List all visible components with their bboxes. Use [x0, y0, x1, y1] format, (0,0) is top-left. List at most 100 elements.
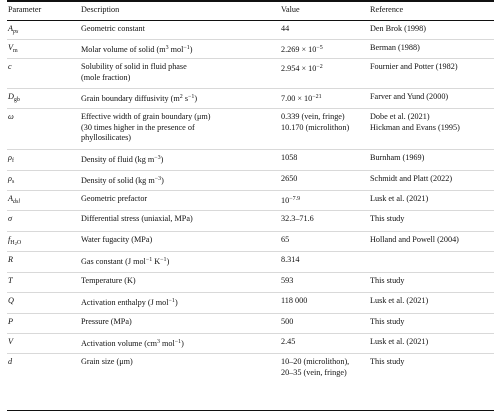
- table-header-rule: [7, 20, 494, 21]
- table-row: R Gas constant (J mol−1 K−1) 8.314: [7, 252, 494, 273]
- row-divider: [7, 108, 494, 109]
- param-symbol: P: [8, 317, 14, 326]
- param-symbol: d: [8, 357, 13, 366]
- row-divider: [7, 210, 494, 211]
- header-reference: Reference: [370, 5, 404, 14]
- param-reference: Burnham (1969): [370, 153, 425, 162]
- row-divider: [7, 292, 494, 293]
- param-symbol: ρf: [8, 153, 14, 164]
- param-symbol: R: [8, 255, 14, 264]
- param-reference: Lusk et al. (2021): [370, 194, 429, 203]
- table-row: c Solubility of solid in fluid phase (mol…: [7, 59, 494, 89]
- param-value: 1058: [281, 153, 298, 162]
- param-description: Density of solid (kg m−3): [81, 176, 164, 185]
- table-row: d Grain size (μm) 10–20 (microlithon), 20…: [7, 354, 494, 410]
- param-description: Grain boundary diffusivity (m2 s−1): [81, 94, 198, 103]
- param-description: Geometric prefactor: [81, 194, 148, 203]
- header-value: Value: [281, 5, 300, 14]
- row-divider: [7, 58, 494, 59]
- param-symbol: V: [8, 337, 14, 346]
- param-description: Differential stress (uniaxial, MPa): [81, 214, 193, 223]
- table-row: T Temperature (K) 593 This study: [7, 273, 494, 293]
- param-reference: Fournier and Potter (1982): [370, 62, 458, 71]
- table-row: Adsl Geometric prefactor 10−7.9 Lusk et …: [7, 191, 494, 211]
- param-reference: Dobe et al. (2021) Hickman and Evans (199…: [370, 112, 460, 132]
- param-value: 2.954 × 10−2: [281, 64, 323, 73]
- row-divider: [7, 251, 494, 252]
- param-value: 44: [281, 24, 290, 33]
- table-row: ρf Density of fluid (kg m−3) 1058 Burnha…: [7, 150, 494, 171]
- param-value: 118 000: [281, 296, 308, 305]
- param-description: Gas constant (J mol−1 K−1): [81, 257, 170, 266]
- table-row: ρs Density of solid (kg m−3) 2650 Schmid…: [7, 171, 494, 191]
- table-row: Vm Molar volume of solid (m3 mol−1) 2.26…: [7, 40, 494, 59]
- param-description: Pressure (MPa): [81, 317, 132, 326]
- table-row: ω Effective width of grain boundary (μm)…: [7, 109, 494, 150]
- param-value: 65: [281, 235, 290, 244]
- param-reference: This study: [370, 357, 405, 366]
- param-symbol: ρs: [8, 174, 15, 185]
- param-reference: Schmidt and Platt (2022): [370, 174, 453, 183]
- param-symbol: Q: [8, 296, 14, 305]
- row-divider: [7, 190, 494, 191]
- param-description: Activation enthalpy (J mol−1): [81, 298, 178, 307]
- param-description: Density of fluid (kg m−3): [81, 155, 164, 164]
- row-divider: [7, 272, 494, 273]
- table-row: Aps Geometric constant 44 Den Brok (1998…: [7, 21, 494, 40]
- table-bottom-rule: [7, 409, 494, 411]
- param-reference: Holland and Powell (2004): [370, 235, 459, 244]
- header-description: Description: [81, 5, 120, 14]
- row-divider: [7, 313, 494, 314]
- row-divider: [7, 170, 494, 171]
- param-symbol: T: [8, 276, 13, 285]
- param-symbol: ω: [8, 112, 14, 121]
- param-reference: Farver and Yund (2000): [370, 92, 449, 101]
- param-description: Effective width of grain boundary (μm) (3…: [81, 112, 211, 142]
- param-symbol: Adsl: [8, 194, 21, 205]
- table-row: Q Activation enthalpy (J mol−1) 118 000 …: [7, 293, 494, 314]
- param-description: Activation volume (cm3 mol−1): [81, 339, 184, 348]
- table-row: P Pressure (MPa) 500 This study: [7, 314, 494, 334]
- param-description: Temperature (K): [81, 276, 136, 285]
- param-value: 593: [281, 276, 294, 285]
- param-description: Geometric constant: [81, 24, 145, 33]
- param-symbol: Aps: [8, 24, 19, 35]
- row-divider: [7, 149, 494, 150]
- param-value: 7.00 × 10−21: [281, 94, 322, 103]
- param-value: 8.314: [281, 255, 300, 264]
- param-description: Molar volume of solid (m3 mol−1): [81, 45, 193, 54]
- table-top-rule: [7, 0, 494, 2]
- param-reference: This study: [370, 317, 405, 326]
- param-description: Solubility of solid in fluid phase (mole …: [81, 62, 187, 82]
- table-header-row: Parameter Description Value Reference: [7, 0, 494, 21]
- param-symbol: Dgb: [8, 92, 20, 103]
- param-symbol: fH2O: [8, 235, 22, 246]
- param-value: 10–20 (microlithon), 20–35 (vein, fringe): [281, 357, 350, 377]
- param-symbol: Vm: [8, 43, 18, 54]
- param-reference: This study: [370, 214, 405, 223]
- table-row: Dgb Grain boundary diffusivity (m2 s−1) …: [7, 89, 494, 109]
- param-value: 32.3–71.6: [281, 214, 314, 223]
- param-reference: Berman (1988): [370, 43, 420, 52]
- param-value: 500: [281, 317, 294, 326]
- param-reference: This study: [370, 276, 405, 285]
- param-description: Grain size (μm): [81, 357, 133, 366]
- param-reference: Den Brok (1998): [370, 24, 426, 33]
- param-symbol: c: [8, 62, 12, 71]
- param-value: 0.339 (vein, fringe) 10.170 (microlithon): [281, 112, 350, 132]
- header-parameter: Parameter: [8, 5, 42, 14]
- param-value: 2650: [281, 174, 298, 183]
- param-reference: Lusk et al. (2021): [370, 296, 429, 305]
- param-value: 2.269 × 10−5: [281, 45, 323, 54]
- row-divider: [7, 353, 494, 354]
- row-divider: [7, 231, 494, 232]
- param-symbol: σ: [8, 214, 13, 223]
- param-value: 2.45: [281, 337, 296, 346]
- row-divider: [7, 88, 494, 89]
- param-reference: Lusk et al. (2021): [370, 337, 429, 346]
- param-description: Water fugacity (MPa): [81, 235, 153, 244]
- table-row: V Activation volume (cm3 mol−1) 2.45 Lus…: [7, 334, 494, 354]
- row-divider: [7, 39, 494, 40]
- param-value: 10−7.9: [281, 196, 301, 205]
